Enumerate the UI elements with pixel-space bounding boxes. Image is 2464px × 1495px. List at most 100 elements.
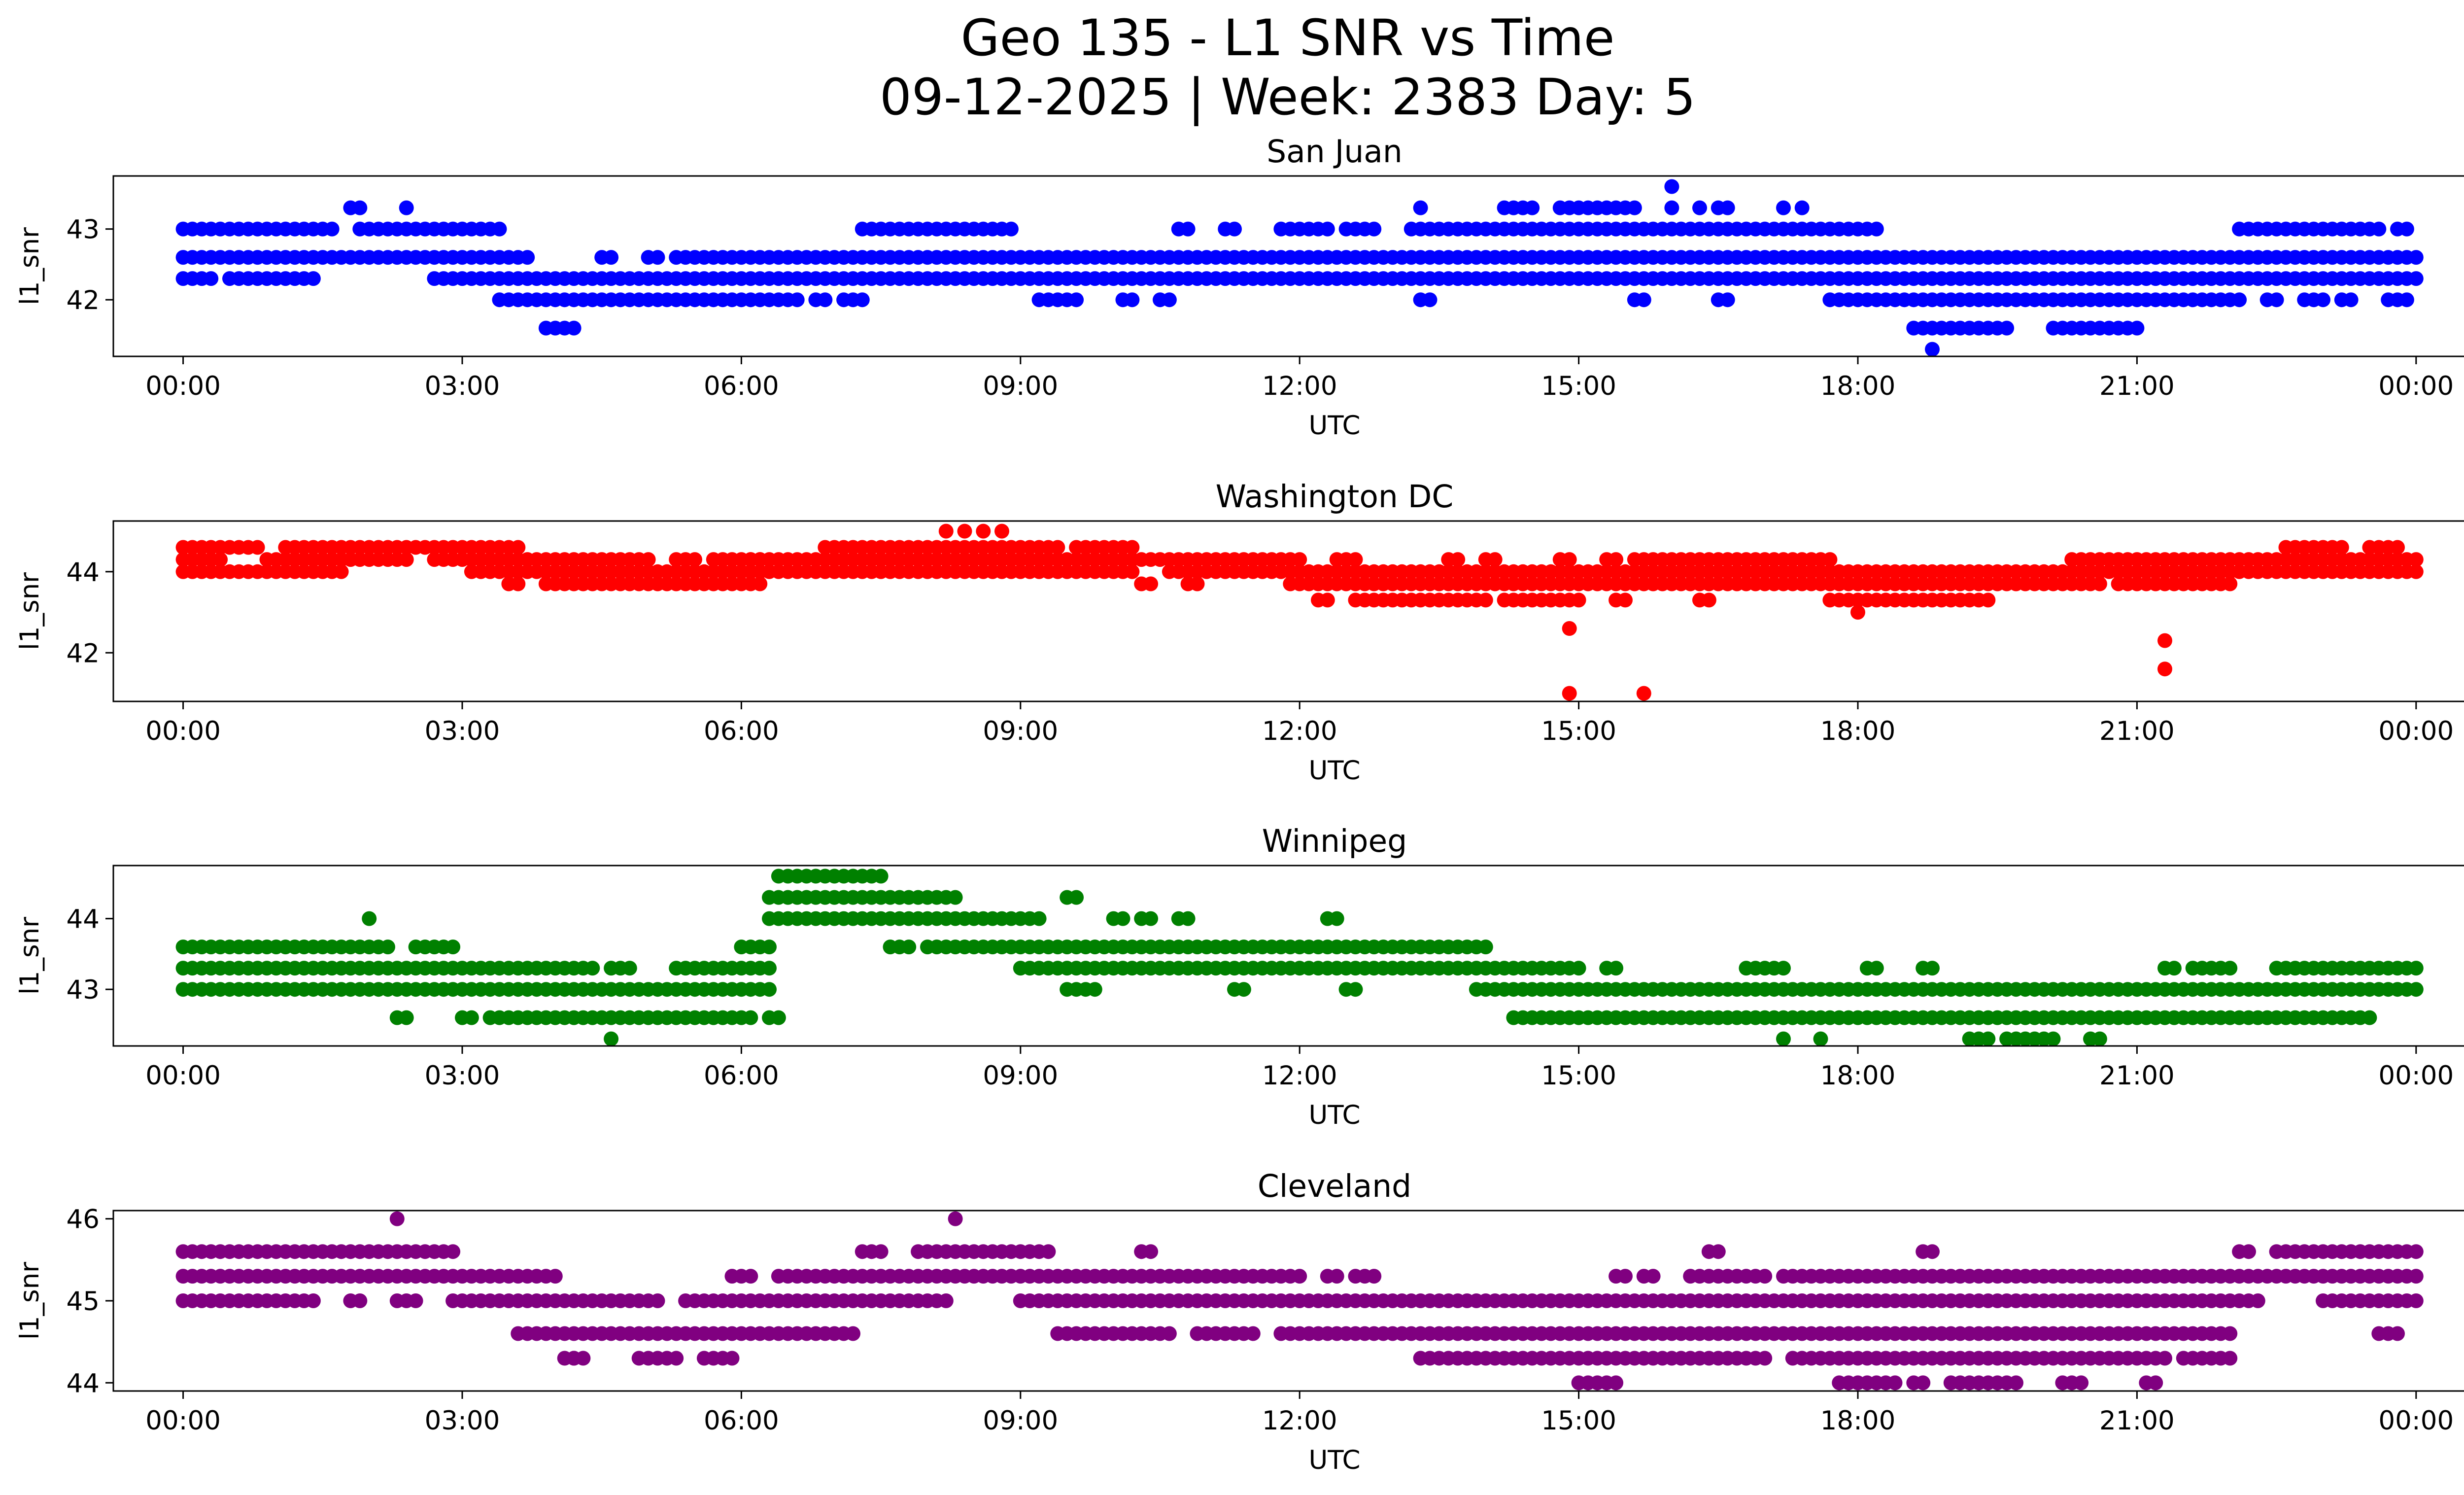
data-point	[724, 1351, 740, 1366]
data-point	[1329, 911, 1344, 926]
data-point	[204, 271, 219, 286]
x-tick-label: 06:00	[704, 716, 779, 746]
x-tick-label: 00:00	[145, 371, 221, 401]
data-point	[1143, 1244, 1159, 1259]
data-point	[1925, 342, 1940, 356]
data-point	[938, 1293, 954, 1308]
data-point	[1981, 1031, 1996, 1046]
data-point	[789, 292, 805, 308]
data-point	[948, 1211, 963, 1226]
subplot-2: 00:00 03:00 06:00 09:00 12:00 15:00 18:00 21:00…	[15, 823, 2464, 1130]
data-point	[1525, 200, 1540, 215]
data-point	[2408, 1293, 2424, 1308]
data-point	[650, 1293, 665, 1308]
data-point	[1245, 1326, 1261, 1341]
data-point	[2009, 1375, 2023, 1391]
data-point	[306, 271, 321, 286]
data-point	[1162, 292, 1177, 308]
data-point	[622, 961, 637, 976]
data-point	[2092, 576, 2107, 591]
x-tick-label: 06:00	[704, 1406, 779, 1436]
data-point	[1813, 1031, 1828, 1046]
data-point	[1608, 1375, 1624, 1391]
subplot-title: San Juan	[1266, 134, 1403, 170]
data-point	[2046, 1031, 2061, 1046]
data-point	[2166, 961, 2182, 976]
x-axis-label: UTC	[1308, 1445, 1360, 1475]
data-point	[445, 1244, 461, 1259]
data-point	[2223, 576, 2238, 591]
data-point	[1422, 292, 1437, 308]
data-point	[511, 540, 526, 555]
data-point	[2250, 1293, 2265, 1308]
x-tick-label: 21:00	[2099, 716, 2175, 746]
axes-frame	[112, 175, 2464, 357]
x-tick-label: 00:00	[2378, 371, 2454, 401]
data-point	[2390, 540, 2405, 555]
data-point	[1292, 1269, 1307, 1284]
data-point	[1757, 1351, 1773, 1366]
data-point	[1367, 221, 1382, 237]
x-axis-label: UTC	[1308, 756, 1360, 786]
y-tick-label: 44	[67, 557, 100, 588]
data-point	[464, 1010, 479, 1025]
data-point	[399, 552, 414, 567]
x-tick-label: 03:00	[425, 1061, 500, 1091]
data-point	[724, 1269, 740, 1284]
data-point	[362, 911, 377, 926]
series-markers	[175, 869, 2424, 1046]
data-point	[1664, 200, 1679, 215]
data-point	[1180, 911, 1196, 926]
data-point	[1190, 576, 1205, 591]
data-point	[1041, 1244, 1056, 1259]
data-point	[1143, 911, 1159, 926]
data-point	[1757, 1269, 1773, 1284]
axes-frame	[112, 520, 2464, 702]
data-point	[548, 1269, 563, 1284]
data-point	[1115, 911, 1130, 926]
data-point	[641, 552, 656, 567]
data-point	[2074, 1375, 2089, 1391]
figure-title-line1: Geo 135 - L1 SNR vs Time	[960, 9, 1615, 68]
data-point	[399, 1010, 414, 1025]
y-axis-label: l1_snr	[15, 227, 45, 305]
y-tick-label: 42	[67, 285, 100, 315]
data-point	[2408, 250, 2424, 265]
x-tick-label: 06:00	[704, 371, 779, 401]
data-point	[1571, 592, 1586, 608]
data-point	[1664, 179, 1679, 194]
x-tick-label: 00:00	[2378, 716, 2454, 746]
x-tick-label: 00:00	[2378, 1061, 2454, 1091]
data-point	[1571, 961, 1586, 976]
data-point	[762, 961, 777, 976]
data-point	[1031, 911, 1047, 926]
data-point	[492, 221, 507, 237]
x-tick-label: 09:00	[983, 1061, 1058, 1091]
data-point	[324, 221, 340, 237]
data-point	[2157, 1351, 2172, 1366]
data-point	[2223, 1351, 2238, 1366]
data-point	[1981, 592, 1996, 608]
data-point	[976, 523, 991, 539]
y-tick-label: 46	[67, 1205, 100, 1235]
data-point	[1050, 540, 1065, 555]
x-tick-label: 00:00	[2378, 1406, 2454, 1436]
series-markers	[175, 179, 2424, 356]
data-point	[1776, 961, 1791, 976]
data-point	[2241, 1244, 2256, 1259]
data-point	[1329, 1269, 1344, 1284]
x-tick-label: 12:00	[1262, 371, 1337, 401]
data-point	[1822, 552, 1838, 567]
data-point	[1692, 200, 1707, 215]
data-point	[604, 250, 619, 265]
data-point	[2334, 540, 2349, 555]
x-tick-label: 03:00	[425, 716, 500, 746]
data-point	[1925, 1244, 1940, 1259]
data-point	[957, 523, 972, 539]
data-point	[1487, 552, 1503, 567]
x-tick-label: 21:00	[2099, 371, 2175, 401]
data-point	[1636, 292, 1651, 308]
data-point	[2157, 661, 2172, 677]
data-point	[1236, 982, 1251, 997]
